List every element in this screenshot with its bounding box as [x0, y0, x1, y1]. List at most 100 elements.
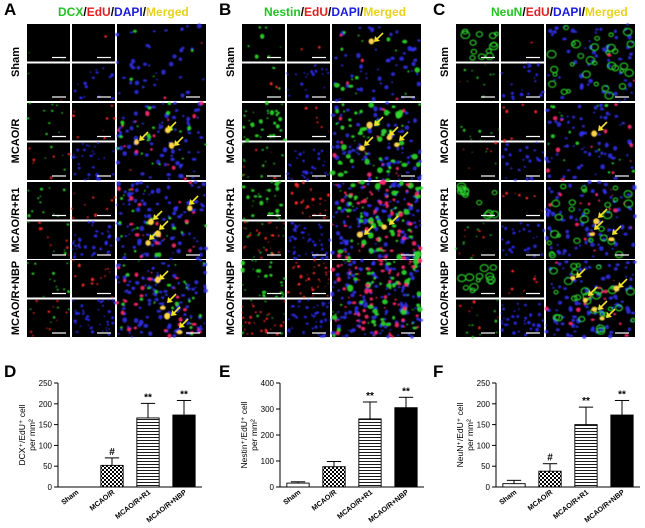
cell-dot: [476, 228, 479, 231]
cell-dot: [328, 319, 331, 321]
cell-dot: [107, 299, 110, 301]
yellow-arrowhead: [167, 125, 173, 131]
cell-dot: [528, 230, 531, 233]
cell-dot: [374, 312, 380, 316]
cell-dot: [287, 250, 290, 252]
cell-dot: [361, 40, 364, 42]
cell-dot: [458, 304, 462, 307]
cell-dot: [395, 190, 399, 194]
cell-dot: [122, 76, 126, 80]
cell-dot: [283, 222, 286, 225]
cell-dot: [386, 37, 391, 42]
cell-dot: [91, 224, 94, 227]
cell-dot: [391, 81, 394, 83]
cell-dot: [63, 251, 67, 255]
cell-dot: [286, 333, 289, 335]
cell-dot: [589, 232, 595, 237]
cell-dot: [630, 226, 633, 229]
cell-dot: [494, 141, 498, 145]
cell-dot: [56, 319, 58, 321]
cell-dot: [143, 252, 146, 255]
cell-dot: [510, 167, 513, 170]
cell-dot: [110, 73, 114, 77]
cell-dot: [344, 151, 347, 153]
cell-dot: [241, 143, 244, 145]
slash: /: [300, 5, 305, 19]
cell-dot: [579, 194, 585, 197]
cell-dot: [578, 267, 583, 272]
cell-dot: [106, 320, 109, 324]
cell-dot: [153, 83, 157, 87]
cell-dot: [131, 228, 134, 232]
cell-dot: [328, 131, 330, 133]
cell-dot: [116, 237, 121, 242]
cell-dot: [558, 112, 561, 114]
cell-dot: [264, 300, 267, 303]
cell-dot: [627, 139, 632, 145]
cell-dot: [588, 78, 593, 84]
cell-dot: [345, 208, 352, 213]
cell-dot: [373, 106, 378, 112]
cell-dot: [311, 165, 314, 169]
neuron-ring: [462, 285, 470, 291]
cell-dot: [609, 195, 613, 199]
cell-dot: [357, 273, 360, 275]
cell-dot: [342, 287, 347, 291]
cell-dot: [594, 54, 598, 58]
cell-dot: [307, 277, 311, 281]
cell-dot: [544, 306, 549, 311]
cell-dot: [185, 286, 188, 289]
cell-dot: [63, 249, 66, 251]
cell-dot: [322, 312, 326, 316]
cell-dot: [184, 138, 188, 143]
cell-dot: [288, 94, 291, 97]
neuron-ring: [625, 287, 636, 296]
channel-image-red: [287, 103, 330, 141]
cell-dot: [163, 289, 168, 293]
cell-dot: [372, 164, 375, 167]
cell-dot: [603, 129, 608, 134]
cell-dot: [394, 206, 398, 210]
cell-dot: [175, 277, 179, 280]
cell-dot: [384, 235, 389, 239]
cell-dot: [380, 295, 384, 299]
cell-dot: [31, 272, 35, 275]
cell-dot: [251, 214, 255, 218]
cell-dot: [109, 244, 113, 247]
cell-dot: [159, 305, 166, 310]
cell-dot: [240, 260, 246, 266]
cell-dot: [150, 243, 155, 247]
bar-mcao-r-r1: [136, 417, 160, 488]
cell-dot: [416, 209, 420, 213]
neuron-ring: [588, 237, 594, 243]
cell-dot: [362, 221, 367, 225]
slash: /: [83, 5, 87, 19]
cell-dot: [580, 164, 584, 167]
cell-dot: [76, 136, 80, 139]
cell-dot: [562, 37, 567, 41]
cell-dot: [203, 322, 206, 325]
cell-dot: [409, 139, 414, 143]
cell-dot: [349, 260, 352, 263]
cell-dot: [201, 182, 206, 187]
cell-dot: [379, 180, 384, 185]
cell-dot: [273, 162, 276, 165]
cell-dot: [368, 163, 372, 165]
cell-dot: [324, 209, 327, 211]
cell-dot: [280, 332, 283, 335]
cell-dot: [397, 229, 402, 234]
cell-dot: [133, 327, 136, 329]
cell-dot: [73, 111, 75, 113]
cell-dot: [243, 227, 245, 229]
cell-dot: [569, 215, 574, 220]
cell-dot: [305, 253, 308, 255]
cell-dot: [615, 216, 619, 219]
cell-dot: [174, 109, 179, 112]
yellow-arrowhead: [598, 304, 604, 310]
cell-dot: [103, 315, 106, 318]
cell-dot: [343, 224, 348, 227]
cell-dot: [300, 231, 304, 234]
cell-dot: [387, 145, 391, 150]
cell-dot: [181, 27, 184, 31]
